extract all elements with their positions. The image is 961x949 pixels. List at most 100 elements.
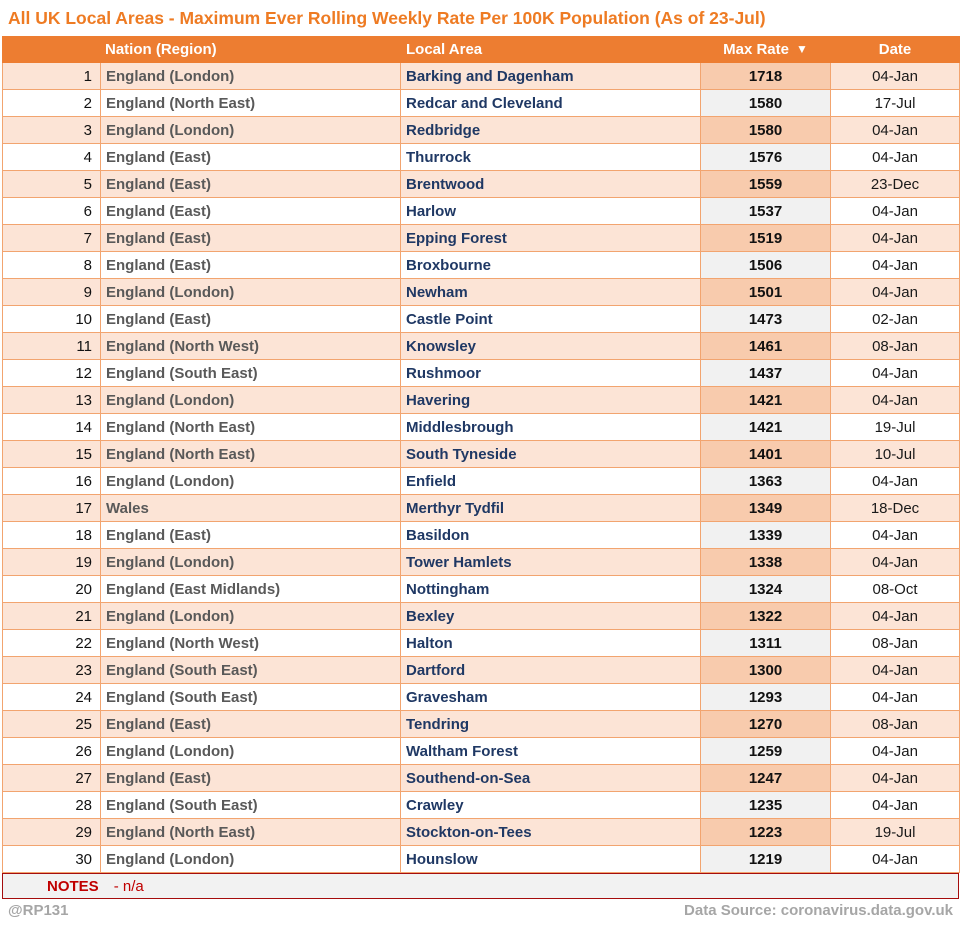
cell-rate: 1363	[700, 467, 831, 495]
cell-nation: England (East)	[100, 764, 401, 792]
cell-area: Harlow	[400, 197, 701, 225]
cell-rank: 17	[2, 494, 101, 522]
cell-nation: England (East)	[100, 170, 401, 198]
cell-date: 04-Jan	[830, 251, 960, 279]
table-row: 16 England (London) Enfield 1363 04-Jan	[2, 467, 960, 495]
table-row: 8 England (East) Broxbourne 1506 04-Jan	[2, 251, 960, 279]
table-row: 18 England (East) Basildon 1339 04-Jan	[2, 521, 960, 549]
cell-rank: 6	[2, 197, 101, 225]
cell-date: 04-Jan	[830, 359, 960, 387]
cell-area: Halton	[400, 629, 701, 657]
table-body: 1 England (London) Barking and Dagenham 171…	[2, 62, 960, 873]
cell-area: Thurrock	[400, 143, 701, 171]
date-column-header: Date	[830, 36, 960, 63]
cell-area: Redbridge	[400, 116, 701, 144]
cell-rank: 27	[2, 764, 101, 792]
cell-rate: 1473	[700, 305, 831, 333]
cell-area: Bexley	[400, 602, 701, 630]
cell-area: Tower Hamlets	[400, 548, 701, 576]
table-row: 20 England (East Midlands) Nottingham 1324 0…	[2, 575, 960, 603]
table-row: 7 England (East) Epping Forest 1519 04-Jan	[2, 224, 960, 252]
notes-label: NOTES	[47, 877, 99, 895]
cell-rank: 2	[2, 89, 101, 117]
cell-rate: 1437	[700, 359, 831, 387]
table-row: 12 England (South East) Rushmoor 1437 04-Jan	[2, 359, 960, 387]
cell-nation: England (London)	[100, 467, 401, 495]
cell-area: Brentwood	[400, 170, 701, 198]
cell-date: 08-Oct	[830, 575, 960, 603]
cell-area: Middlesbrough	[400, 413, 701, 441]
table-row: 17 Wales Merthyr Tydfil 1349 18-Dec	[2, 494, 960, 522]
cell-nation: England (London)	[100, 602, 401, 630]
rank-column-header	[2, 36, 101, 63]
cell-area: Castle Point	[400, 305, 701, 333]
cell-rate: 1401	[700, 440, 831, 468]
cell-rate: 1324	[700, 575, 831, 603]
cell-area: Epping Forest	[400, 224, 701, 252]
cell-rate: 1300	[700, 656, 831, 684]
cell-date: 08-Jan	[830, 710, 960, 738]
cell-rank: 3	[2, 116, 101, 144]
table-row: 3 England (London) Redbridge 1580 04-Jan	[2, 116, 960, 144]
cell-date: 19-Jul	[830, 818, 960, 846]
table-row: 11 England (North West) Knowsley 1461 08-Jan	[2, 332, 960, 360]
cell-nation: England (London)	[100, 845, 401, 873]
cell-rate: 1322	[700, 602, 831, 630]
cell-rank: 24	[2, 683, 101, 711]
cell-rate: 1576	[700, 143, 831, 171]
cell-nation: England (South East)	[100, 656, 401, 684]
cell-area: Havering	[400, 386, 701, 414]
cell-area: Southend-on-Sea	[400, 764, 701, 792]
cell-nation: England (South East)	[100, 683, 401, 711]
cell-rate: 1338	[700, 548, 831, 576]
cell-rank: 23	[2, 656, 101, 684]
cell-rank: 4	[2, 143, 101, 171]
cell-rate: 1519	[700, 224, 831, 252]
cell-rank: 7	[2, 224, 101, 252]
cell-area: Redcar and Cleveland	[400, 89, 701, 117]
table-row: 24 England (South East) Gravesham 1293 04-Ja…	[2, 683, 960, 711]
cell-rate: 1219	[700, 845, 831, 873]
cell-rate: 1421	[700, 386, 831, 414]
cell-rate: 1293	[700, 683, 831, 711]
cell-rank: 5	[2, 170, 101, 198]
cell-area: Newham	[400, 278, 701, 306]
cell-area: Waltham Forest	[400, 737, 701, 765]
cell-date: 23-Dec	[830, 170, 960, 198]
max-rate-header-label: Max Rate	[723, 41, 789, 58]
cell-rate: 1223	[700, 818, 831, 846]
table-row: 9 England (London) Newham 1501 04-Jan	[2, 278, 960, 306]
cell-rank: 16	[2, 467, 101, 495]
cell-nation: England (London)	[100, 737, 401, 765]
cell-nation: England (North East)	[100, 413, 401, 441]
cell-area: Basildon	[400, 521, 701, 549]
cell-date: 19-Jul	[830, 413, 960, 441]
cell-nation: England (East)	[100, 251, 401, 279]
cell-rate: 1339	[700, 521, 831, 549]
cell-date: 10-Jul	[830, 440, 960, 468]
cell-date: 04-Jan	[830, 656, 960, 684]
cell-rank: 22	[2, 629, 101, 657]
cell-area: Barking and Dagenham	[400, 62, 701, 90]
cell-nation: England (South East)	[100, 359, 401, 387]
cell-rank: 13	[2, 386, 101, 414]
cell-nation: England (East)	[100, 710, 401, 738]
max-rate-table: Nation (Region) Local Area Max Rate ▼ Dat…	[2, 36, 960, 873]
cell-area: South Tyneside	[400, 440, 701, 468]
cell-date: 04-Jan	[830, 764, 960, 792]
cell-area: Stockton-on-Tees	[400, 818, 701, 846]
cell-area: Broxbourne	[400, 251, 701, 279]
cell-rate: 1311	[700, 629, 831, 657]
cell-rank: 30	[2, 845, 101, 873]
cell-date: 04-Jan	[830, 143, 960, 171]
cell-area: Gravesham	[400, 683, 701, 711]
cell-nation: England (South East)	[100, 791, 401, 819]
table-row: 15 England (North East) South Tyneside 1401…	[2, 440, 960, 468]
cell-date: 04-Jan	[830, 548, 960, 576]
cell-nation: England (East)	[100, 143, 401, 171]
cell-rate: 1506	[700, 251, 831, 279]
sort-descending-icon: ▼	[795, 42, 808, 56]
max-rate-column-header[interactable]: Max Rate ▼	[700, 36, 831, 63]
cell-date: 17-Jul	[830, 89, 960, 117]
cell-area: Hounslow	[400, 845, 701, 873]
